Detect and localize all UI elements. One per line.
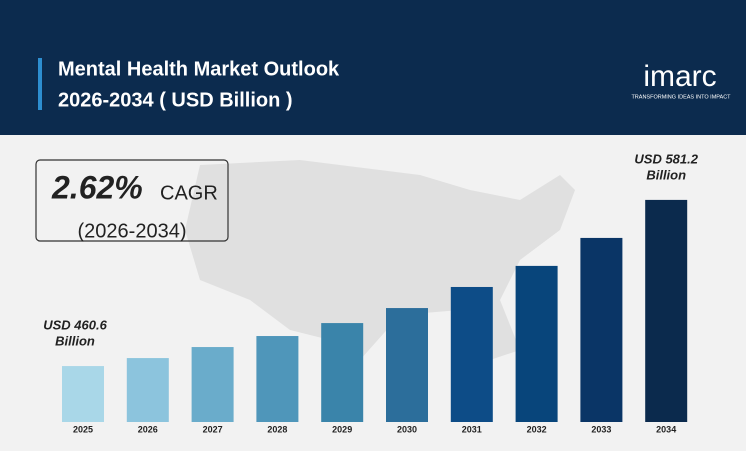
cagr-period: (2026-2034) xyxy=(78,220,187,242)
bar xyxy=(580,237,623,422)
bar xyxy=(321,323,364,422)
x-tick-label: 2032 xyxy=(527,424,547,434)
bar xyxy=(191,347,234,422)
x-tick-label: 2026 xyxy=(138,424,158,434)
annotation: Billion xyxy=(646,167,686,182)
x-tick-label: 2030 xyxy=(397,424,417,434)
cagr-label: CAGR xyxy=(160,182,218,204)
logo-tagline: TRANSFORMING IDEAS INTO IMPACT xyxy=(631,94,731,100)
x-tick-label: 2033 xyxy=(591,424,611,434)
bar xyxy=(515,265,558,422)
header xyxy=(0,0,746,135)
title-line: 2026-2034 ( USD Billion ) xyxy=(58,89,293,111)
x-tick-label: 2028 xyxy=(267,424,287,434)
cagr-value: 2.62% xyxy=(51,169,143,205)
bar xyxy=(645,199,688,422)
bar xyxy=(450,286,493,422)
title-accent xyxy=(38,58,42,110)
bar xyxy=(256,336,299,422)
cagr-box xyxy=(35,159,229,242)
x-tick-label: 2034 xyxy=(656,424,676,434)
bar xyxy=(386,308,428,422)
x-tick-label: 2027 xyxy=(203,424,223,434)
logo: imarc xyxy=(643,60,716,93)
bar xyxy=(126,358,169,422)
annotation: Billion xyxy=(55,333,95,348)
x-tick-label: 2025 xyxy=(73,424,93,434)
annotation: USD 460.6 xyxy=(43,317,107,332)
annotation: USD 581.2 xyxy=(634,151,698,166)
bar xyxy=(62,366,104,422)
x-tick-label: 2031 xyxy=(462,424,482,434)
x-tick-label: 2029 xyxy=(332,424,352,434)
title-line: Mental Health Market Outlook xyxy=(58,58,340,80)
